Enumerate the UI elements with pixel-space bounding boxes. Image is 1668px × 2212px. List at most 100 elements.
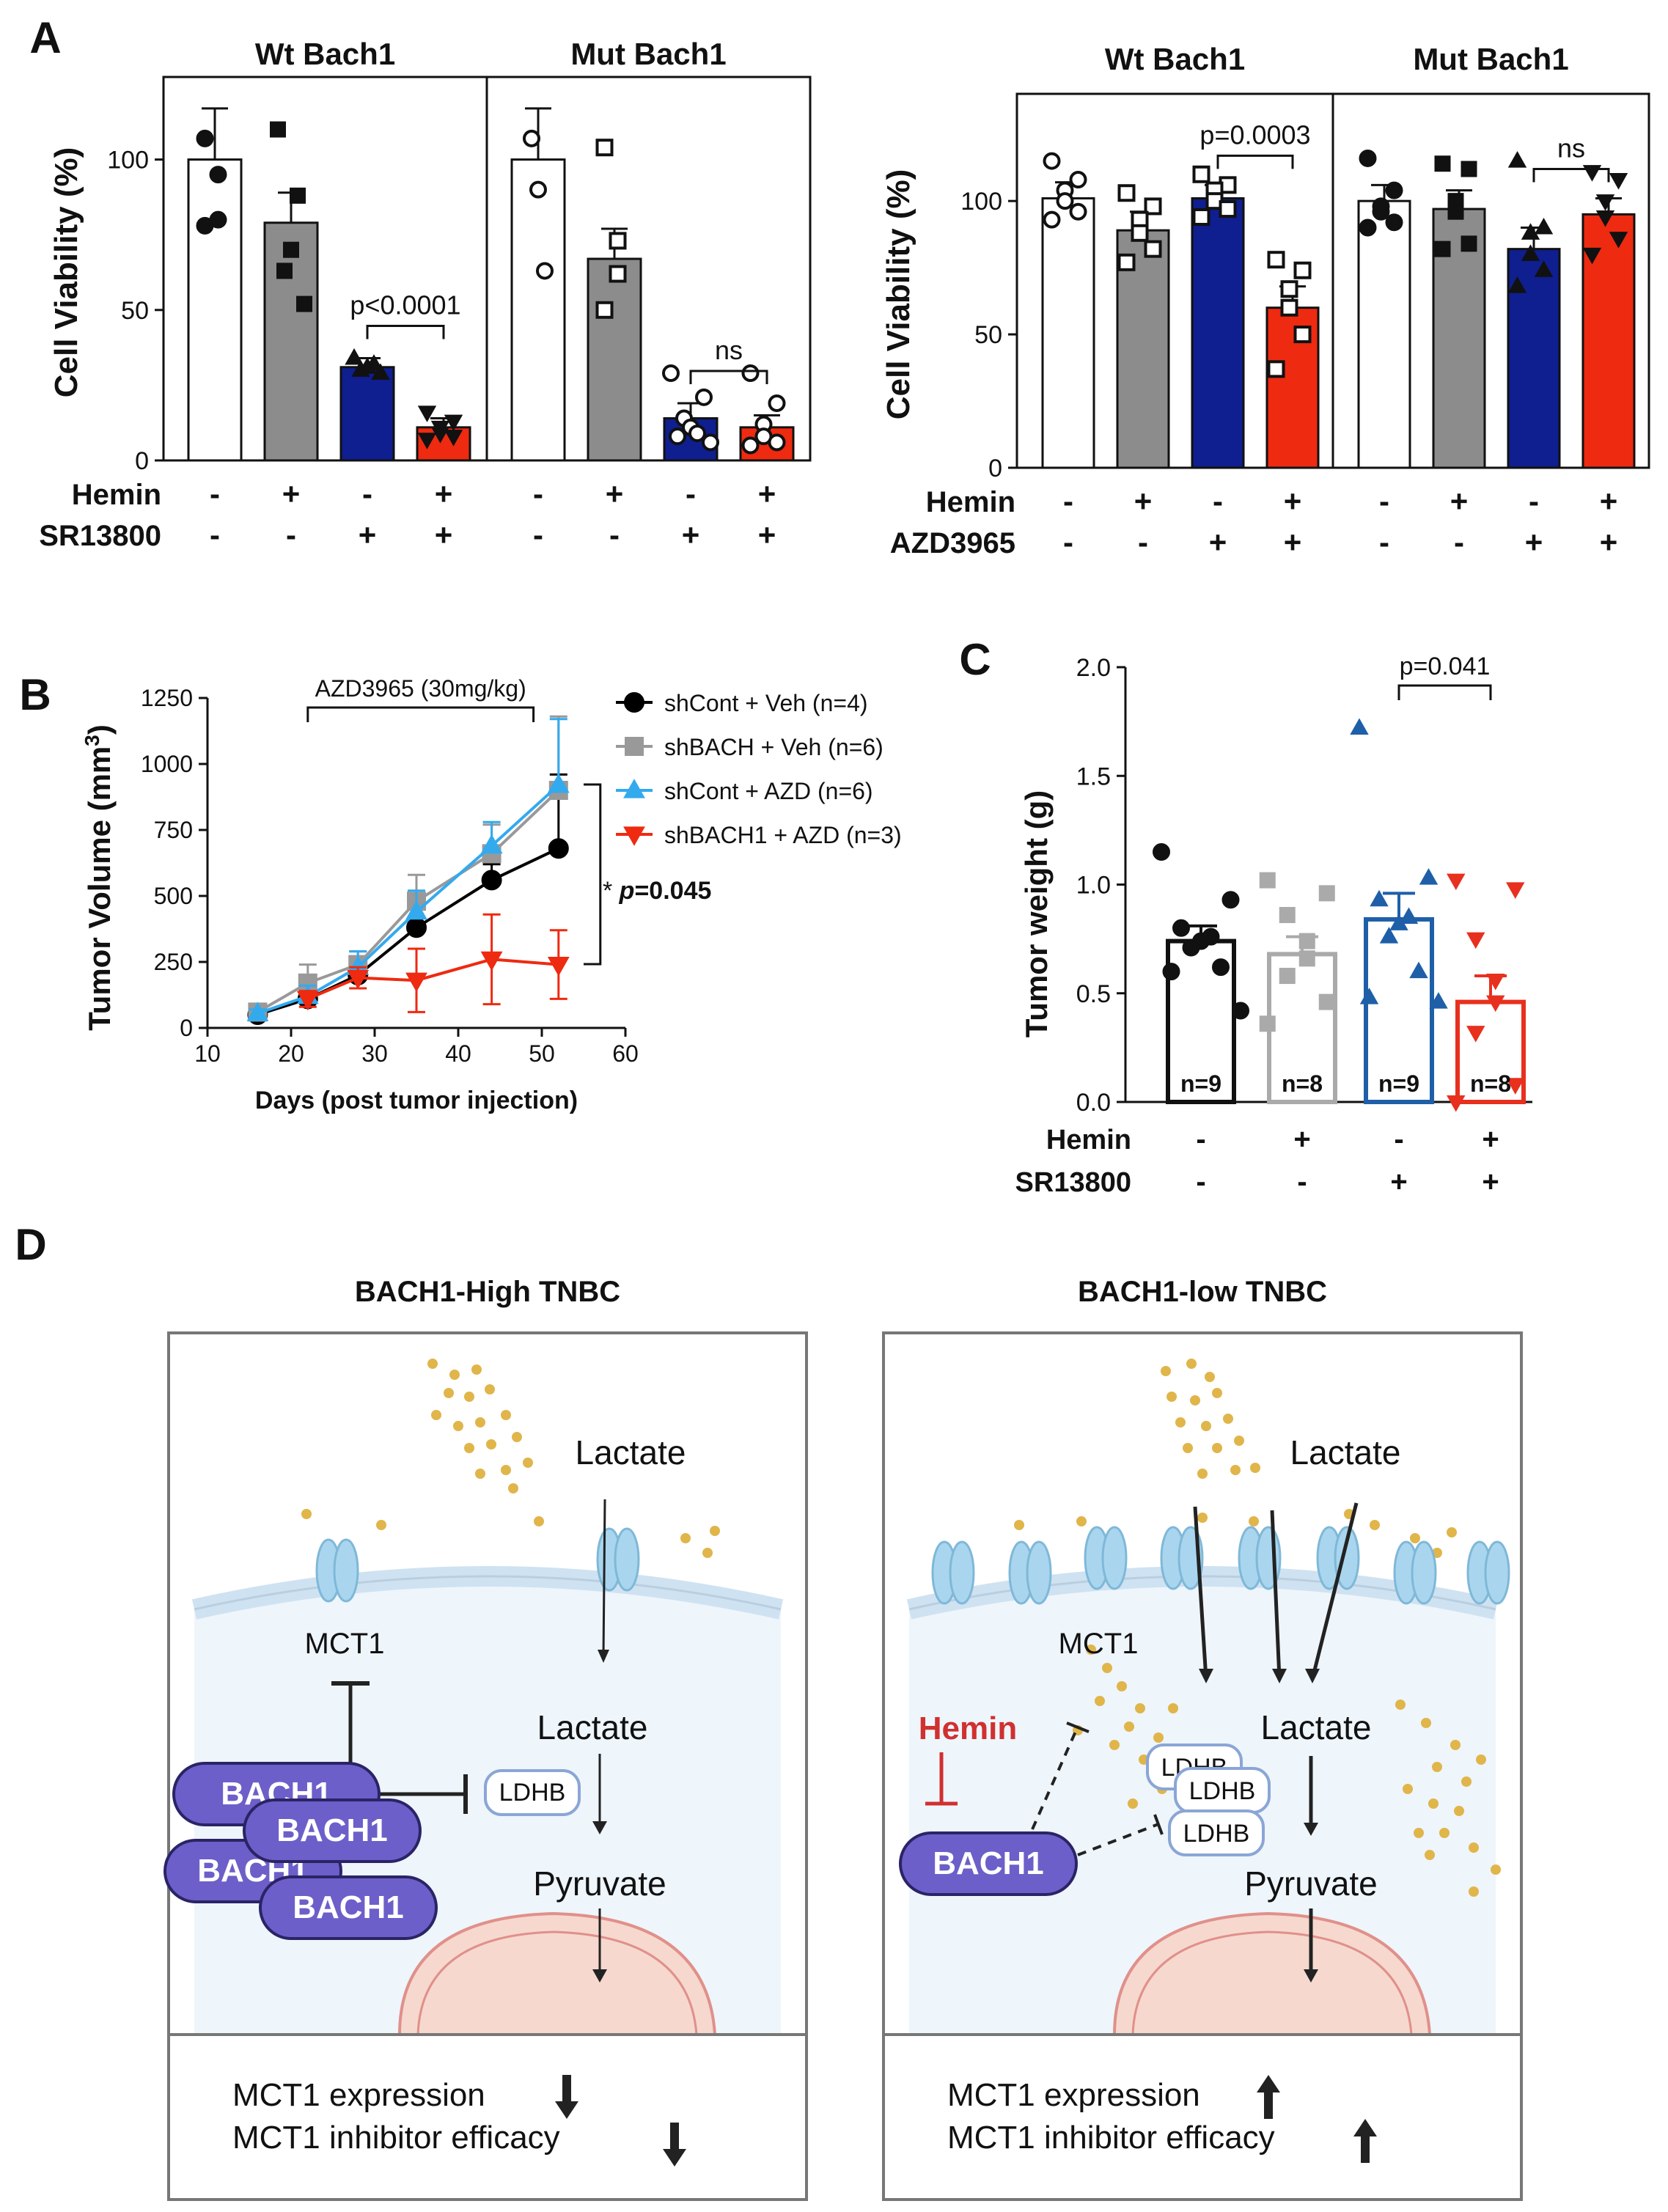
data-point [1069, 202, 1087, 221]
lactate-dot [1153, 1733, 1164, 1743]
mitochondrion-inner [1131, 1930, 1413, 2035]
lactate-influx-line [1193, 1506, 1208, 1680]
lactate-dot [453, 1421, 463, 1431]
data-point [1117, 184, 1136, 202]
x-tick-label: 10 [194, 1040, 221, 1067]
data-point [1043, 152, 1061, 170]
data-point [1419, 868, 1439, 885]
mitochondrion [397, 1911, 717, 2036]
data-point [547, 957, 570, 977]
lactate-dot [1403, 1784, 1413, 1794]
data-point [1144, 240, 1162, 258]
data-point [296, 991, 319, 1011]
treatment-sign: - [1379, 484, 1389, 518]
bar-n-label: n=8 [1282, 1070, 1323, 1097]
lactate-dot [702, 1548, 713, 1558]
data-point [768, 433, 786, 452]
lactate-dot [1168, 1703, 1178, 1713]
mitochondrion-inner [416, 1930, 698, 2035]
mct1-channel-icon [1084, 1526, 1128, 1590]
lactate-dot [1395, 1700, 1406, 1710]
lactate-dot [1469, 1886, 1479, 1897]
lactate-dot [1461, 1776, 1472, 1787]
legend-marker [623, 826, 645, 846]
ldhb-label: LDHB [1183, 1820, 1250, 1848]
channel-half [1101, 1526, 1128, 1590]
lactate-influx-head [1305, 1669, 1320, 1683]
data-point [1434, 155, 1451, 172]
data-point [1486, 995, 1505, 1013]
data-point [1466, 1026, 1485, 1043]
bach1-protein [259, 1875, 438, 1940]
data-point [1267, 360, 1285, 378]
treatment-bracket [306, 706, 535, 722]
treatment-sign: - [210, 518, 220, 552]
bar [263, 221, 319, 462]
bar [1191, 197, 1245, 469]
data-point [1399, 907, 1419, 924]
lactate-dot [475, 1417, 485, 1427]
data-point [741, 364, 760, 382]
data-point [1506, 1078, 1525, 1095]
data-point [1595, 210, 1615, 227]
data-point [1056, 192, 1074, 210]
treatment-sign: + [1482, 1166, 1499, 1198]
data-point [480, 951, 503, 971]
treatment-label: SR13800 [39, 520, 161, 552]
channel-half [1334, 1526, 1360, 1590]
treatment-sign: - [686, 477, 696, 511]
arrow-head [1304, 1969, 1318, 1983]
treatment-sign: - [1138, 525, 1148, 559]
legend-label: shBACH + Veh (n=6) [664, 734, 883, 760]
lactate-dot [1250, 1463, 1260, 1473]
treatment-label: Hemin [72, 479, 161, 511]
data-point [669, 427, 686, 446]
treatment-label: SR13800 [1015, 1167, 1131, 1198]
data-point [1259, 872, 1276, 889]
channel-half [614, 1527, 640, 1592]
footer-line-1: MCT1 expression [947, 2077, 1200, 2113]
panel-label-b: B [19, 670, 51, 719]
lactate-dot [512, 1432, 522, 1442]
lactate-outside-label: Lactate [1290, 1433, 1401, 1471]
lactate-dot [1205, 1372, 1215, 1382]
treatment-sign: - [1063, 525, 1073, 559]
cell-membrane-line [194, 1575, 782, 1611]
lactate-dot [1197, 1513, 1208, 1523]
arrow-head [1304, 1823, 1318, 1836]
lactate-dot [1167, 1392, 1177, 1402]
arrow-head [592, 1821, 607, 1834]
series-line [257, 784, 560, 1015]
treatment-sign: + [606, 477, 624, 511]
treatment-sign: - [533, 477, 543, 511]
data-point [1359, 149, 1377, 167]
data-point [347, 970, 370, 990]
lactate-influx-head [1199, 1669, 1213, 1683]
bach1-protein-label: BACH1 [293, 1889, 404, 1925]
diagram-title: BACH1-low TNBC [1078, 1276, 1327, 1308]
y-tick-label: 1.5 [1076, 763, 1111, 790]
y-axis-label: Tumor Volume (mm3) [81, 724, 117, 1031]
data-point [1259, 1015, 1276, 1032]
data-point [1144, 197, 1162, 216]
pvalue-label: * p=0.045 [603, 877, 711, 905]
bar-n-label: n=9 [1378, 1070, 1419, 1097]
treatment-sign: - [533, 518, 543, 552]
data-point [1279, 907, 1296, 924]
lactate-dot [1095, 1696, 1105, 1706]
treatment-sign: + [359, 518, 377, 552]
lactate-dot [534, 1516, 544, 1526]
chart-A1: Wt Bach1 Mut Bach1 0 50 100 Cell Viability (%… [39, 37, 812, 552]
bach1-protein [243, 1798, 422, 1863]
group-title: Mut Bach1 [1413, 42, 1568, 76]
bar [1041, 197, 1095, 469]
significance-bracket [689, 370, 768, 385]
data-point [595, 301, 614, 319]
lactate-dot [1491, 1864, 1501, 1875]
series-line [307, 958, 559, 1001]
lactate-dot [710, 1526, 720, 1536]
ldhb-label: LDHB [499, 1779, 566, 1807]
data-point [196, 216, 214, 235]
y-tick-label: 0 [988, 455, 1002, 482]
